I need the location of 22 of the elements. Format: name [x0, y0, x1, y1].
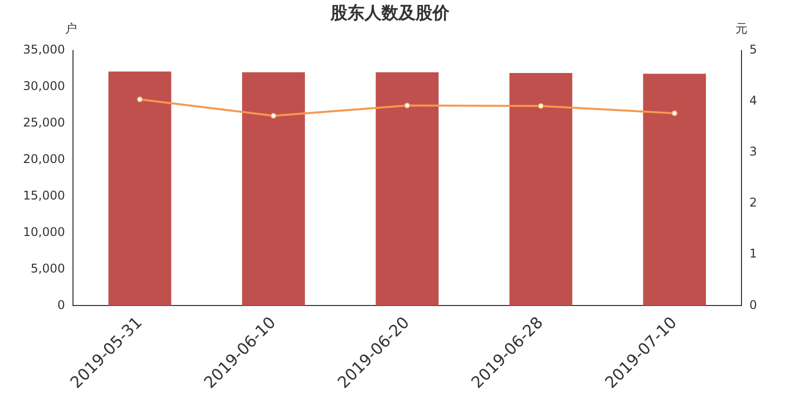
y2-tick-label: 4	[749, 94, 758, 108]
y-tick-label: 10,000	[22, 224, 65, 239]
y-tick-label: 30,000	[22, 78, 65, 93]
chart-title: 股东人数及股价	[330, 4, 450, 24]
y-tick-label: 5,000	[30, 261, 65, 276]
y-tick-label: 0	[57, 298, 65, 312]
point	[404, 102, 410, 109]
point	[136, 96, 143, 102]
y-tick-label: 35,000	[22, 42, 65, 57]
point	[672, 110, 678, 116]
point	[270, 112, 276, 119]
y2-tick-label: 3	[749, 144, 758, 159]
y2-tick-label: 1	[749, 246, 758, 261]
y2-tick-label: 0	[749, 298, 758, 312]
y-axis-title: 户	[64, 21, 77, 36]
y2-axis-title: 元	[735, 21, 748, 36]
point	[538, 103, 544, 110]
y-tick-label: 25,000	[22, 115, 65, 130]
y-tick-label: 15,000	[22, 188, 65, 202]
y2-tick-label: 5	[749, 42, 758, 57]
y2-tick-label: 2	[749, 196, 758, 210]
y-tick-label: 20,000	[22, 152, 65, 166]
